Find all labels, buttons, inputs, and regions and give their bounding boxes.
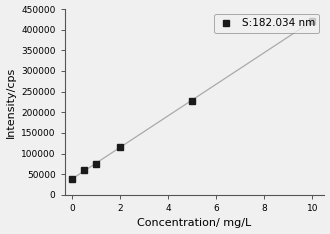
S:182.034 nm [70,178,74,181]
S:182.034 nm [311,19,314,22]
Line: S:182.034 nm: S:182.034 nm [68,17,316,183]
S:182.034 nm [94,162,98,165]
Y-axis label: Intensity/cps: Intensity/cps [6,66,16,138]
S:182.034 nm [190,99,194,102]
S:182.034 nm [118,146,122,149]
S:182.034 nm [82,169,86,172]
Legend: S:182.034 nm: S:182.034 nm [214,14,319,33]
X-axis label: Concentration/ mg/L: Concentration/ mg/L [137,219,252,228]
